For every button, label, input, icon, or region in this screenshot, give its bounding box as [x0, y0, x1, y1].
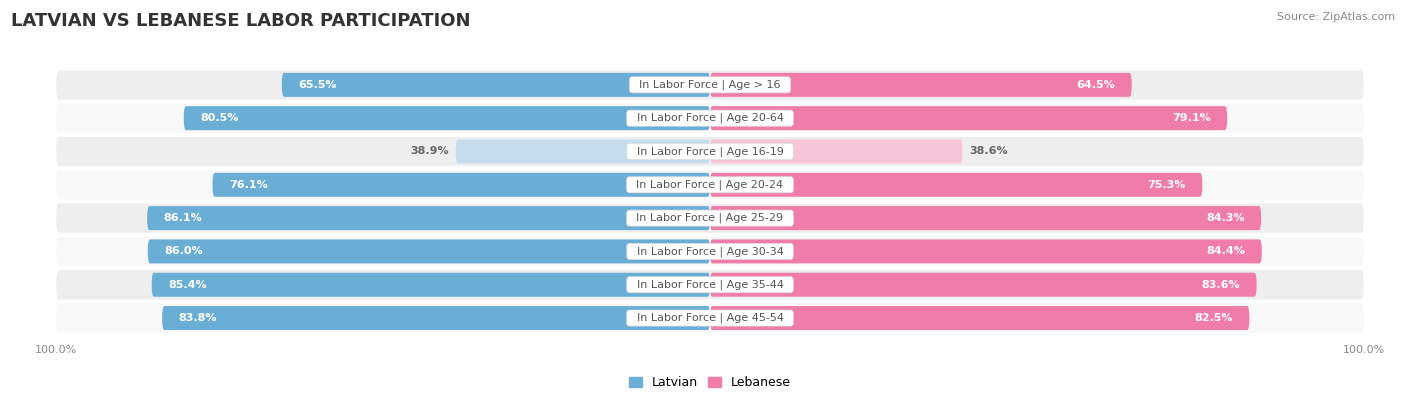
FancyBboxPatch shape [710, 306, 1250, 330]
FancyBboxPatch shape [148, 206, 710, 230]
Text: In Labor Force | Age 25-29: In Labor Force | Age 25-29 [630, 213, 790, 223]
Text: 75.3%: 75.3% [1147, 180, 1187, 190]
FancyBboxPatch shape [710, 173, 1202, 197]
Text: 38.6%: 38.6% [969, 147, 1008, 156]
Text: In Labor Force | Age 30-34: In Labor Force | Age 30-34 [630, 246, 790, 257]
FancyBboxPatch shape [56, 303, 1364, 333]
Text: In Labor Force | Age 16-19: In Labor Force | Age 16-19 [630, 146, 790, 157]
Text: 38.9%: 38.9% [411, 147, 449, 156]
FancyBboxPatch shape [710, 206, 1261, 230]
FancyBboxPatch shape [710, 139, 962, 164]
Text: Source: ZipAtlas.com: Source: ZipAtlas.com [1277, 12, 1395, 22]
FancyBboxPatch shape [148, 239, 710, 263]
Text: In Labor Force | Age > 16: In Labor Force | Age > 16 [633, 80, 787, 90]
FancyBboxPatch shape [281, 73, 710, 97]
FancyBboxPatch shape [710, 106, 1227, 130]
Text: 79.1%: 79.1% [1173, 113, 1211, 123]
FancyBboxPatch shape [456, 139, 710, 164]
FancyBboxPatch shape [710, 239, 1261, 263]
FancyBboxPatch shape [56, 137, 1364, 166]
Text: LATVIAN VS LEBANESE LABOR PARTICIPATION: LATVIAN VS LEBANESE LABOR PARTICIPATION [11, 12, 471, 30]
FancyBboxPatch shape [56, 70, 1364, 100]
Text: In Labor Force | Age 20-24: In Labor Force | Age 20-24 [630, 180, 790, 190]
Text: 82.5%: 82.5% [1195, 313, 1233, 323]
FancyBboxPatch shape [212, 173, 710, 197]
Text: 76.1%: 76.1% [229, 180, 267, 190]
FancyBboxPatch shape [184, 106, 710, 130]
FancyBboxPatch shape [162, 306, 710, 330]
Legend: Latvian, Lebanese: Latvian, Lebanese [624, 371, 796, 394]
Text: 86.1%: 86.1% [163, 213, 202, 223]
Text: 86.0%: 86.0% [165, 246, 202, 256]
FancyBboxPatch shape [56, 170, 1364, 199]
Text: 64.5%: 64.5% [1077, 80, 1115, 90]
FancyBboxPatch shape [710, 73, 1132, 97]
FancyBboxPatch shape [56, 203, 1364, 233]
FancyBboxPatch shape [710, 273, 1257, 297]
Text: In Labor Force | Age 45-54: In Labor Force | Age 45-54 [630, 313, 790, 323]
Text: 85.4%: 85.4% [169, 280, 207, 290]
Text: 80.5%: 80.5% [200, 113, 239, 123]
Text: In Labor Force | Age 35-44: In Labor Force | Age 35-44 [630, 280, 790, 290]
Text: 65.5%: 65.5% [298, 80, 336, 90]
Text: 84.3%: 84.3% [1206, 213, 1244, 223]
FancyBboxPatch shape [56, 270, 1364, 299]
Text: 83.8%: 83.8% [179, 313, 217, 323]
FancyBboxPatch shape [56, 103, 1364, 133]
Text: In Labor Force | Age 20-64: In Labor Force | Age 20-64 [630, 113, 790, 123]
FancyBboxPatch shape [56, 237, 1364, 266]
Text: 83.6%: 83.6% [1202, 280, 1240, 290]
Text: 84.4%: 84.4% [1206, 246, 1246, 256]
FancyBboxPatch shape [152, 273, 710, 297]
